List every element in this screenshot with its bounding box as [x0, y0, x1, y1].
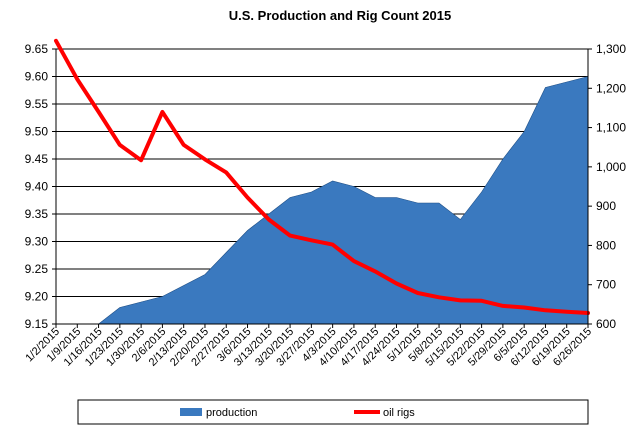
- y-left-tick-labels: 9.15 9.20 9.25 9.30 9.35 9.40 9.45 9.50 9.55 9.60…: [25, 42, 56, 331]
- x-tick-labels: 1/2/20151/9/20151/16/20151/23/20151/30/2…: [23, 326, 594, 369]
- y-right-tick-label: 800: [596, 238, 616, 252]
- legend: production oil rigs: [77, 399, 589, 425]
- legend-label-oil-rigs: oil rigs: [383, 407, 415, 419]
- y-left-tick-label: 9.65: [25, 42, 49, 56]
- legend-label-production: production: [206, 407, 257, 419]
- y-right-tick-labels: 600 700 800 900 1,000 1,100 1,200 1,300: [588, 42, 626, 331]
- y-left-tick-label: 9.40: [25, 180, 49, 194]
- y-right-tick-label: 600: [596, 317, 616, 331]
- chart-title: U.S. Production and Rig Count 2015: [229, 8, 451, 23]
- y-left-tick-label: 9.45: [25, 152, 49, 166]
- y-right-tick-label: 1,100: [596, 121, 626, 135]
- y-left-tick-label: 9.55: [25, 97, 49, 111]
- y-left-tick-label: 9.15: [25, 317, 49, 331]
- production-area: [56, 76, 588, 324]
- y-left-tick-label: 9.25: [25, 262, 49, 276]
- y-left-tick-label: 9.50: [25, 125, 49, 139]
- y-left-tick-label: 9.20: [25, 290, 49, 304]
- y-right-tick-label: 700: [596, 278, 616, 292]
- y-right-tick-label: 1,300: [596, 42, 626, 56]
- oil-rigs-series: [54, 38, 590, 315]
- y-right-tick-label: 1,000: [596, 160, 626, 174]
- y-right-tick-label: 1,200: [596, 81, 626, 95]
- oil-rigs-line: [54, 38, 590, 315]
- production-series: [56, 76, 588, 324]
- y-left-tick-label: 9.35: [25, 207, 49, 221]
- y-left-tick-label: 9.60: [25, 70, 49, 84]
- y-left-tick-label: 9.30: [25, 235, 49, 249]
- y-right-tick-label: 900: [596, 199, 616, 213]
- legend-box: [77, 399, 589, 425]
- legend-swatch-production: [180, 408, 202, 416]
